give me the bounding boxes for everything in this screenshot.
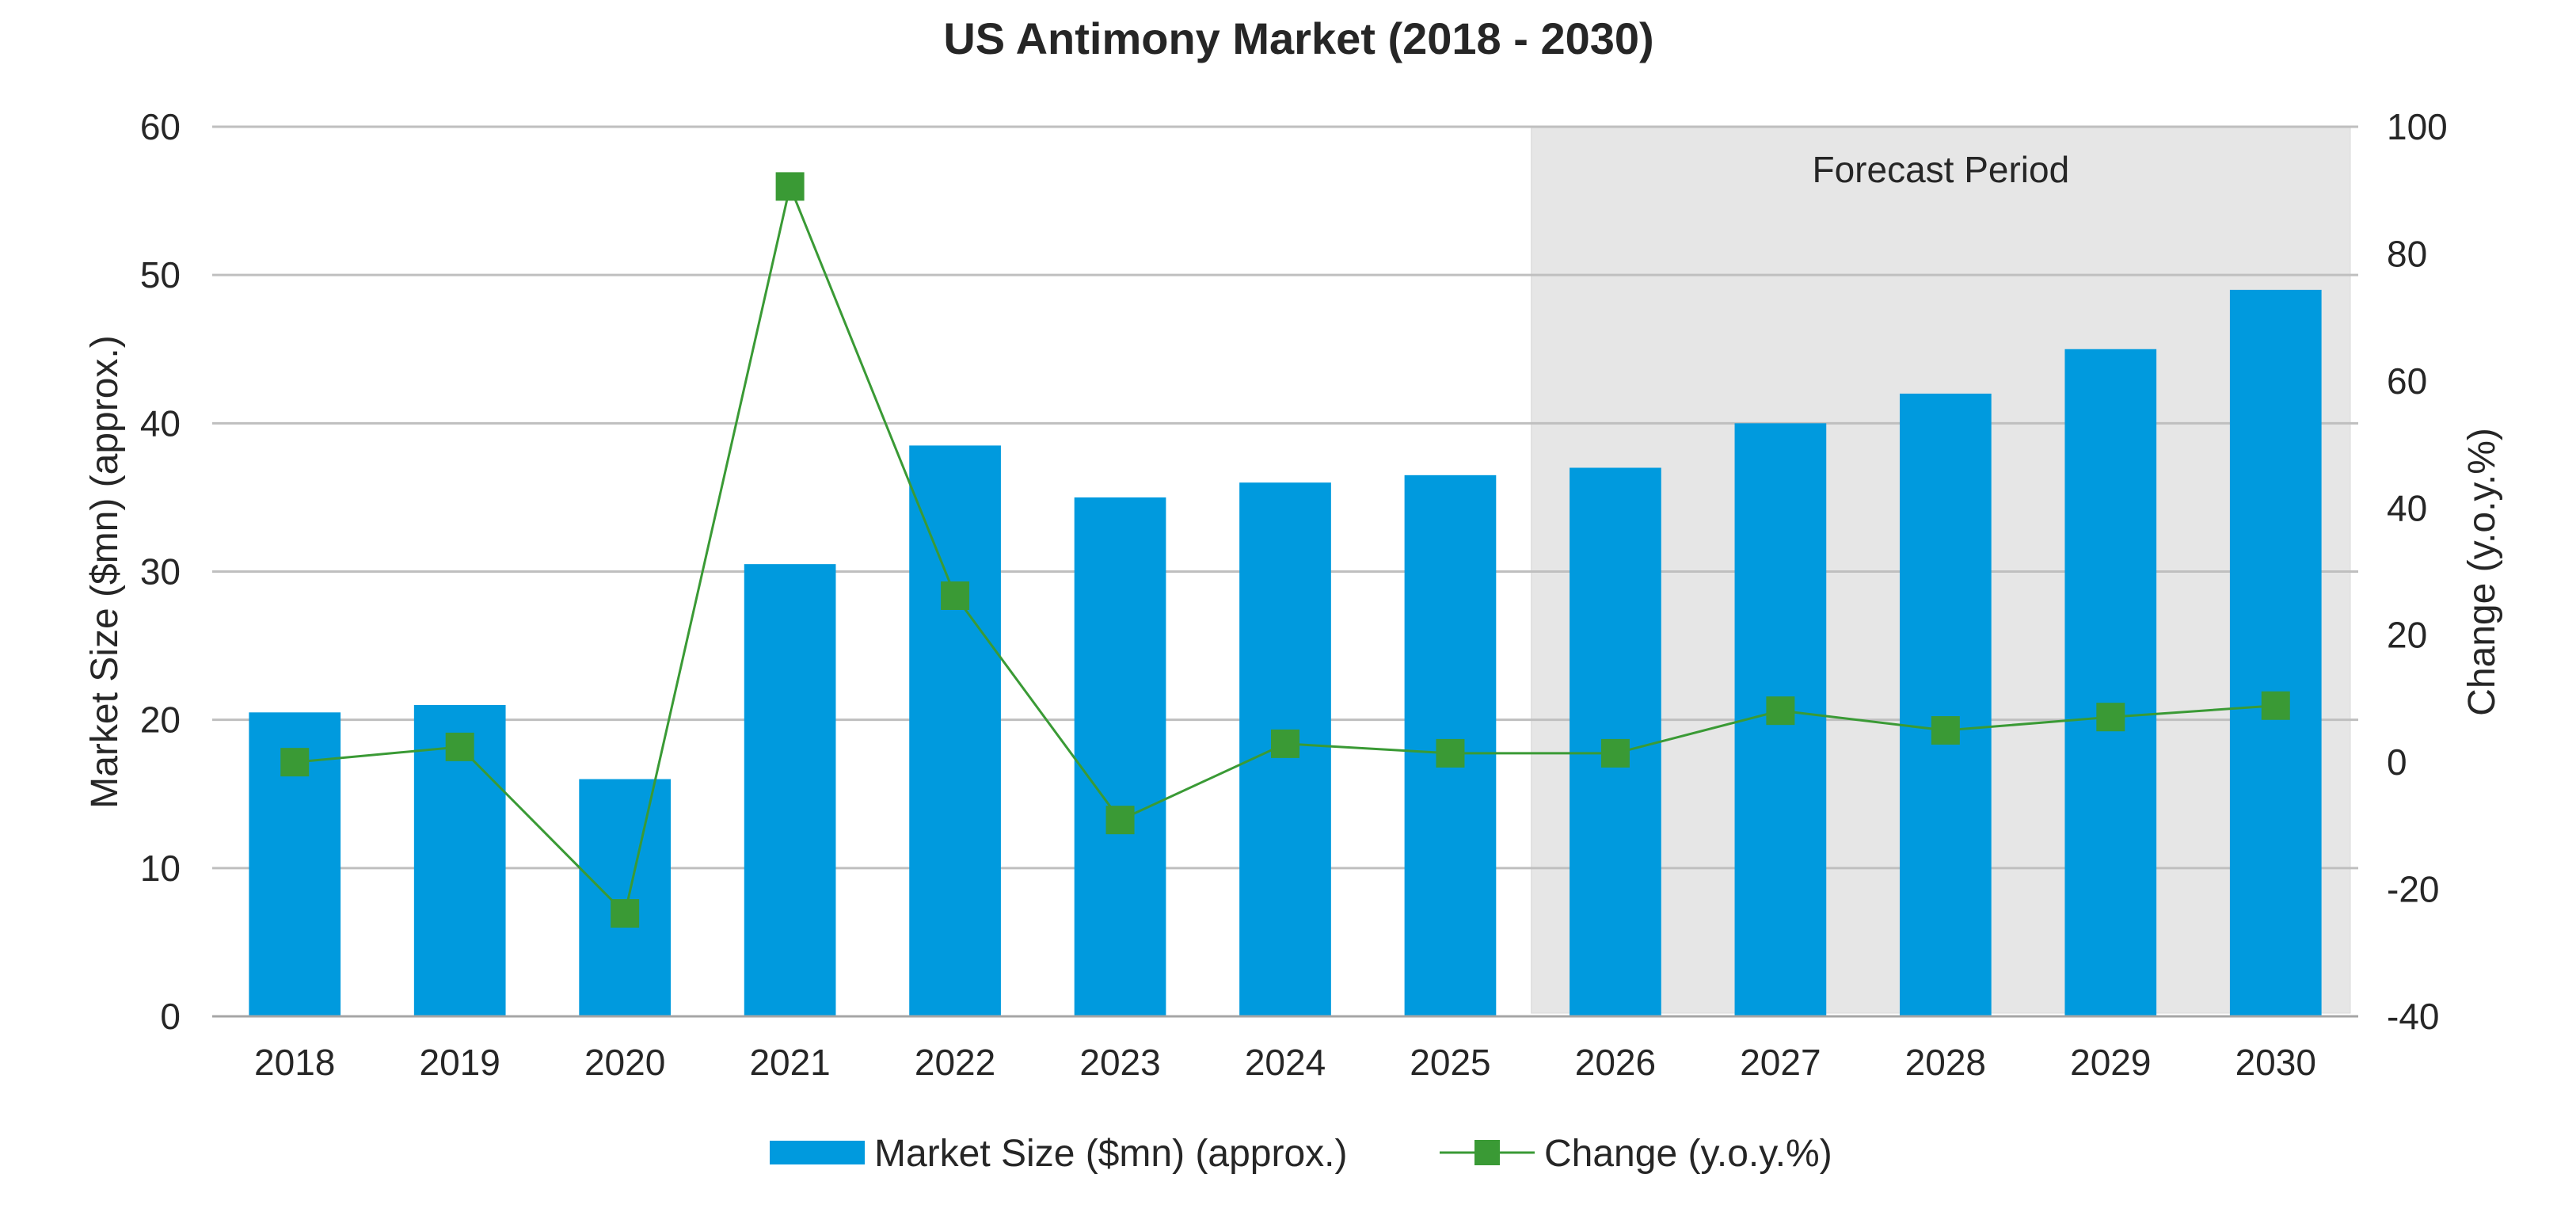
x-tick-label: 2018 bbox=[254, 1042, 335, 1083]
x-tick-label: 2024 bbox=[1245, 1042, 1326, 1083]
y-tick-left: 20 bbox=[140, 699, 181, 741]
bar bbox=[2064, 349, 2157, 1016]
legend-label-market-size: Market Size ($mn) (approx.) bbox=[874, 1133, 1348, 1175]
chart-title: US Antimony Market (2018 - 2030) bbox=[943, 13, 1653, 63]
x-tick-label: 2028 bbox=[1905, 1042, 1986, 1083]
change-marker bbox=[1931, 716, 1960, 745]
x-tick-label: 2027 bbox=[1740, 1042, 1821, 1083]
change-marker bbox=[775, 172, 805, 201]
change-marker bbox=[1600, 738, 1630, 768]
legend-swatch-market-size bbox=[770, 1141, 865, 1164]
y-axis-right-title: Change (y.o.y.%) bbox=[2461, 428, 2503, 716]
y-tick-left: 30 bbox=[140, 551, 181, 593]
x-tick-label: 2025 bbox=[1410, 1042, 1490, 1083]
legend-label-change: Change (y.o.y.%) bbox=[1544, 1133, 1832, 1175]
y-tick-left: 0 bbox=[160, 996, 181, 1037]
x-tick-label: 2030 bbox=[2235, 1042, 2316, 1083]
y-tick-right: 0 bbox=[2387, 741, 2407, 783]
y-tick-right: 20 bbox=[2387, 615, 2427, 656]
y-tick-right: -40 bbox=[2387, 996, 2439, 1037]
y-tick-left: 10 bbox=[140, 848, 181, 889]
bar bbox=[2229, 289, 2322, 1017]
legend: Market Size ($mn) (approx.) Change (y.o.… bbox=[770, 1133, 1832, 1175]
bar bbox=[909, 445, 1001, 1016]
y-tick-right: 100 bbox=[2387, 106, 2448, 147]
change-marker bbox=[2261, 691, 2290, 720]
change-marker bbox=[1271, 729, 1299, 758]
legend-marker-change bbox=[1474, 1140, 1500, 1165]
x-tick-label: 2026 bbox=[1575, 1042, 1656, 1083]
y-tick-right: 80 bbox=[2387, 233, 2427, 274]
y-axis-left-title: Market Size ($mn) (approx.) bbox=[84, 335, 126, 809]
x-tick-label: 2021 bbox=[749, 1042, 830, 1083]
x-tick-label: 2020 bbox=[584, 1042, 665, 1083]
change-marker bbox=[445, 732, 474, 761]
bar bbox=[744, 564, 836, 1016]
x-tick-label: 2029 bbox=[2070, 1042, 2151, 1083]
y-tick-right: 60 bbox=[2387, 360, 2427, 402]
bar bbox=[579, 779, 672, 1016]
x-tick-label: 2019 bbox=[420, 1042, 500, 1083]
bar bbox=[1899, 393, 1992, 1016]
change-marker bbox=[2096, 703, 2125, 732]
change-marker bbox=[280, 748, 310, 777]
y-tick-right: -20 bbox=[2387, 869, 2439, 910]
change-marker bbox=[1766, 696, 1795, 726]
x-tick-label: 2023 bbox=[1079, 1042, 1160, 1083]
change-marker bbox=[611, 899, 640, 928]
y-tick-right: 40 bbox=[2387, 487, 2427, 528]
bar bbox=[1074, 497, 1166, 1016]
x-tick-label: 2022 bbox=[915, 1042, 995, 1083]
y-tick-left: 40 bbox=[140, 402, 181, 444]
change-marker bbox=[1436, 738, 1465, 768]
y-tick-left: 60 bbox=[140, 106, 181, 147]
change-marker bbox=[1105, 806, 1135, 835]
change-marker bbox=[941, 581, 970, 610]
forecast-label: Forecast Period bbox=[1812, 149, 2069, 190]
y-tick-left: 50 bbox=[140, 254, 181, 295]
